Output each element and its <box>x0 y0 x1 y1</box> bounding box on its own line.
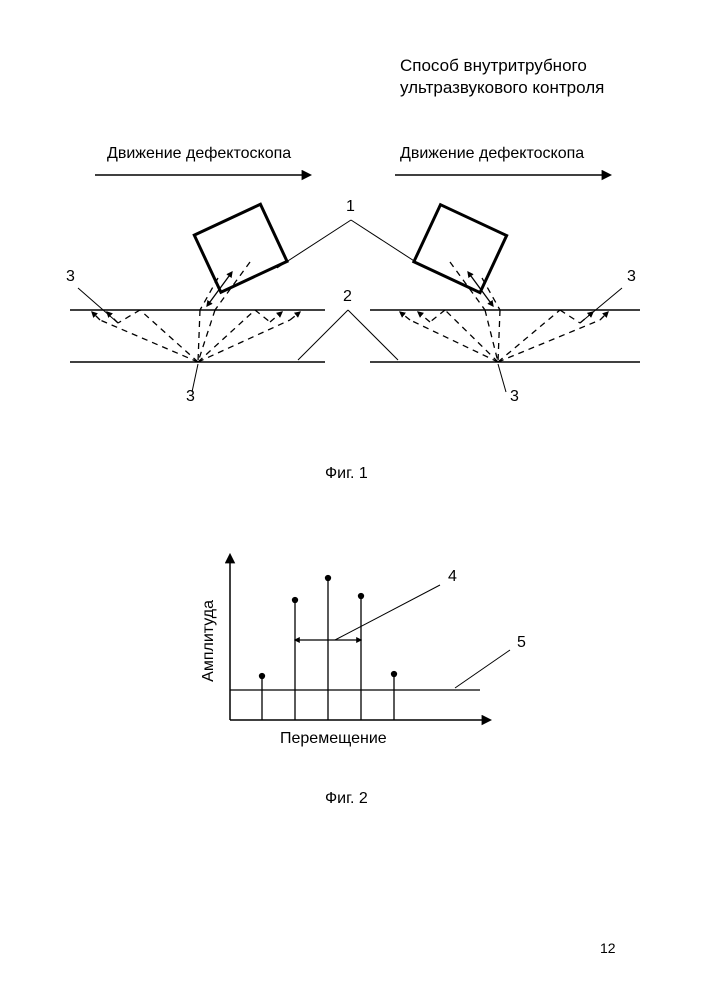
callout-5-leader <box>455 650 510 688</box>
impulses <box>260 576 397 721</box>
page: Способ внутритрубного ультразвукового ко… <box>0 0 707 1000</box>
fig2-caption: Фиг. 2 <box>325 790 368 808</box>
page-number: 12 <box>600 940 616 956</box>
callout-4-label: 4 <box>448 568 457 586</box>
figure-2 <box>0 0 707 800</box>
x-axis-label: Перемещение <box>280 730 387 748</box>
y-axis-label: Амплитуда <box>200 600 218 682</box>
callout-5-label: 5 <box>517 634 526 652</box>
callout-4-leader <box>335 585 440 640</box>
